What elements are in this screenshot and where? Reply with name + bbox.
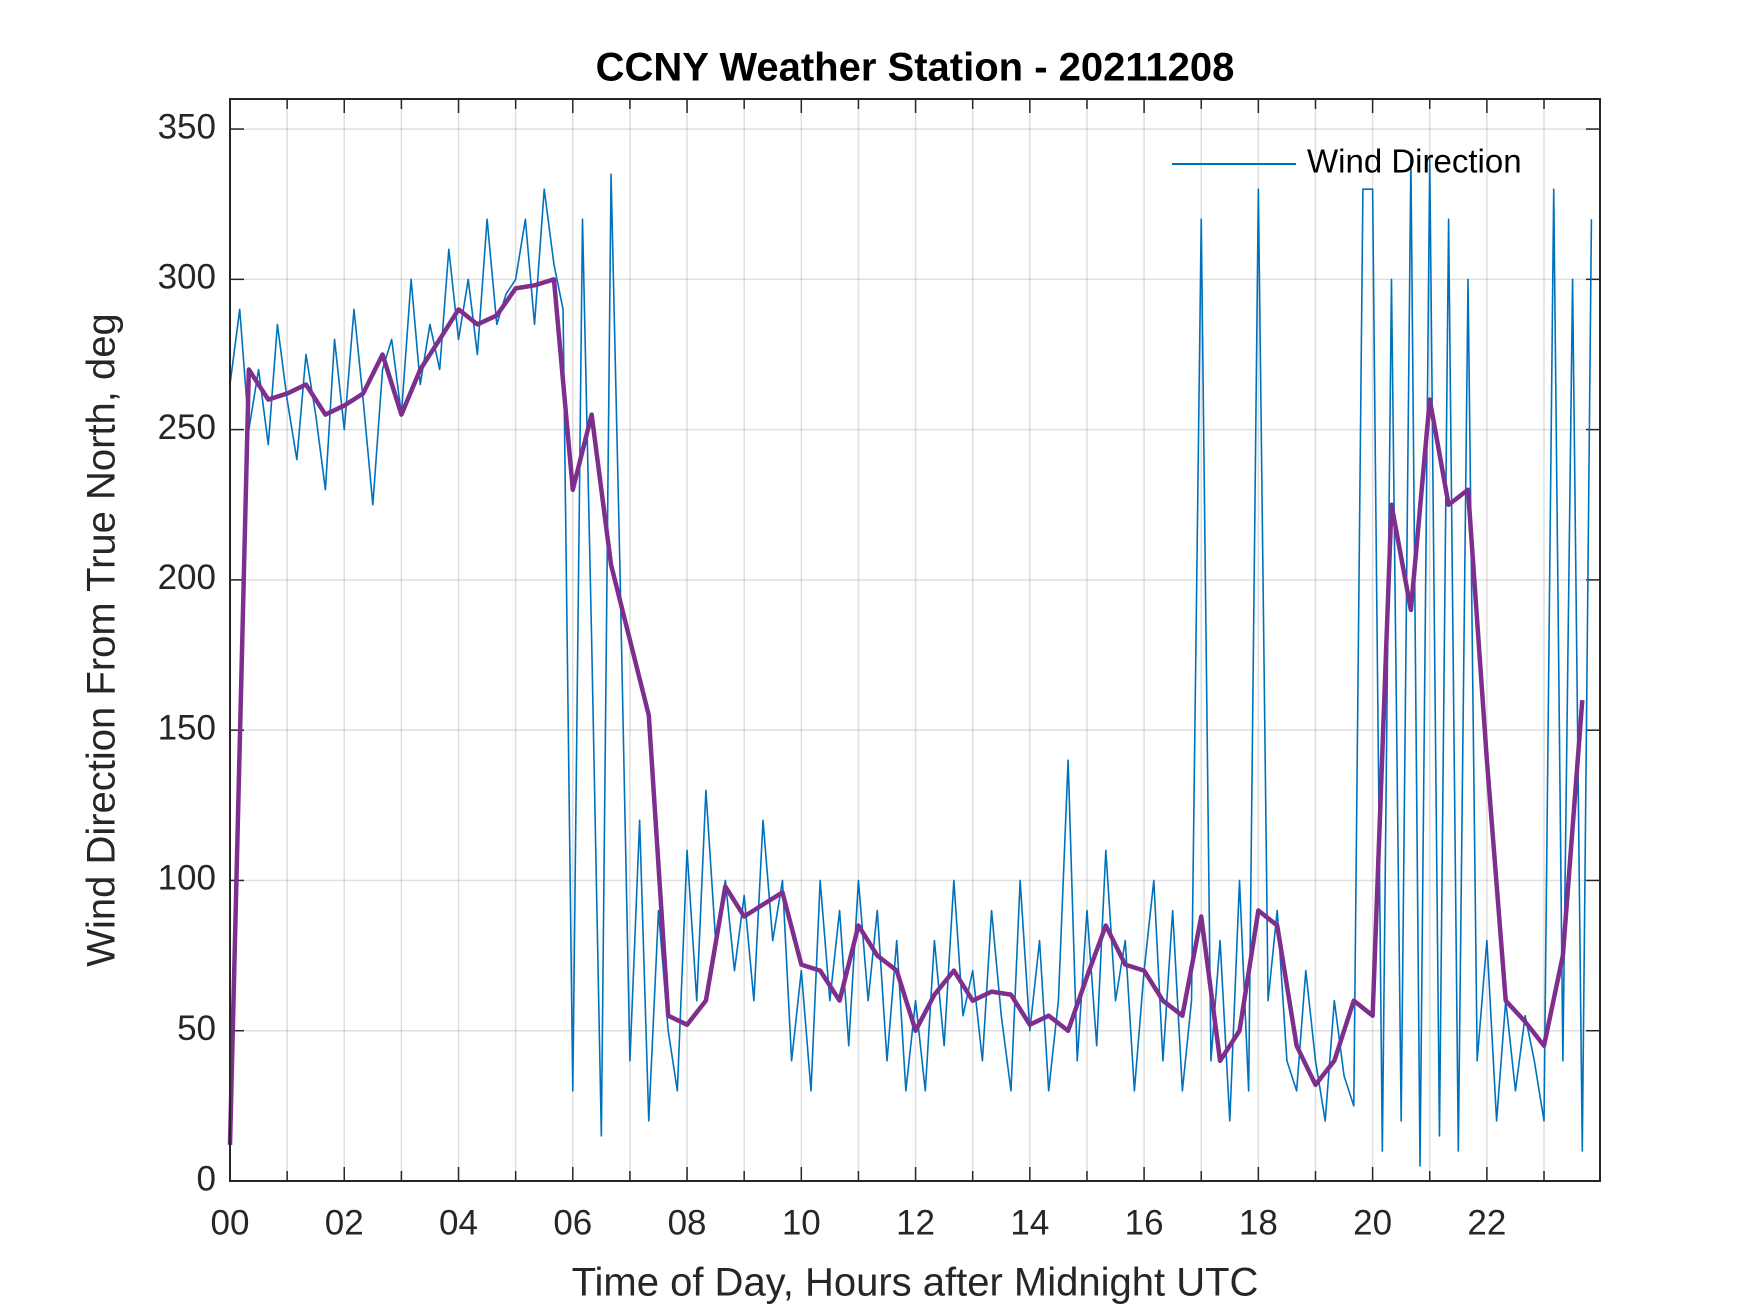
data-line: [229, 158, 1593, 1167]
y-tick-label: 50: [177, 1009, 216, 1048]
x-tick-label: 04: [439, 1203, 478, 1242]
x-tick-label: 14: [1010, 1203, 1049, 1242]
x-tick-label: 16: [1125, 1203, 1164, 1242]
x-tick-label: 18: [1239, 1203, 1278, 1242]
legend-label: Wind Direction: [1307, 143, 1522, 180]
chart-title: CCNY Weather Station - 20211208: [596, 46, 1235, 90]
y-tick-label: 0: [197, 1159, 216, 1198]
x-tick-label: 12: [896, 1203, 935, 1242]
y-tick-label: 100: [158, 859, 216, 898]
x-tick-label: 06: [553, 1203, 592, 1242]
data-line: [227, 277, 1585, 1145]
y-axis-label: Wind Direction From True North, deg: [80, 313, 124, 967]
x-tick-label: 10: [782, 1203, 821, 1242]
x-axis-label: Time of Day, Hours after Midnight UTC: [572, 1261, 1259, 1305]
x-tick-label: 00: [211, 1203, 250, 1242]
plot-frame: [229, 98, 1601, 1182]
x-tick-label: 20: [1353, 1203, 1392, 1242]
y-tick-label: 350: [158, 107, 216, 146]
y-tick-label: 200: [158, 558, 216, 597]
x-tick-label: 22: [1467, 1203, 1506, 1242]
y-tick-label: 300: [158, 258, 216, 297]
x-tick-label: 02: [325, 1203, 364, 1242]
x-tick-label: 08: [668, 1203, 707, 1242]
y-tick-label: 150: [158, 708, 216, 747]
y-tick-label: 250: [158, 408, 216, 447]
